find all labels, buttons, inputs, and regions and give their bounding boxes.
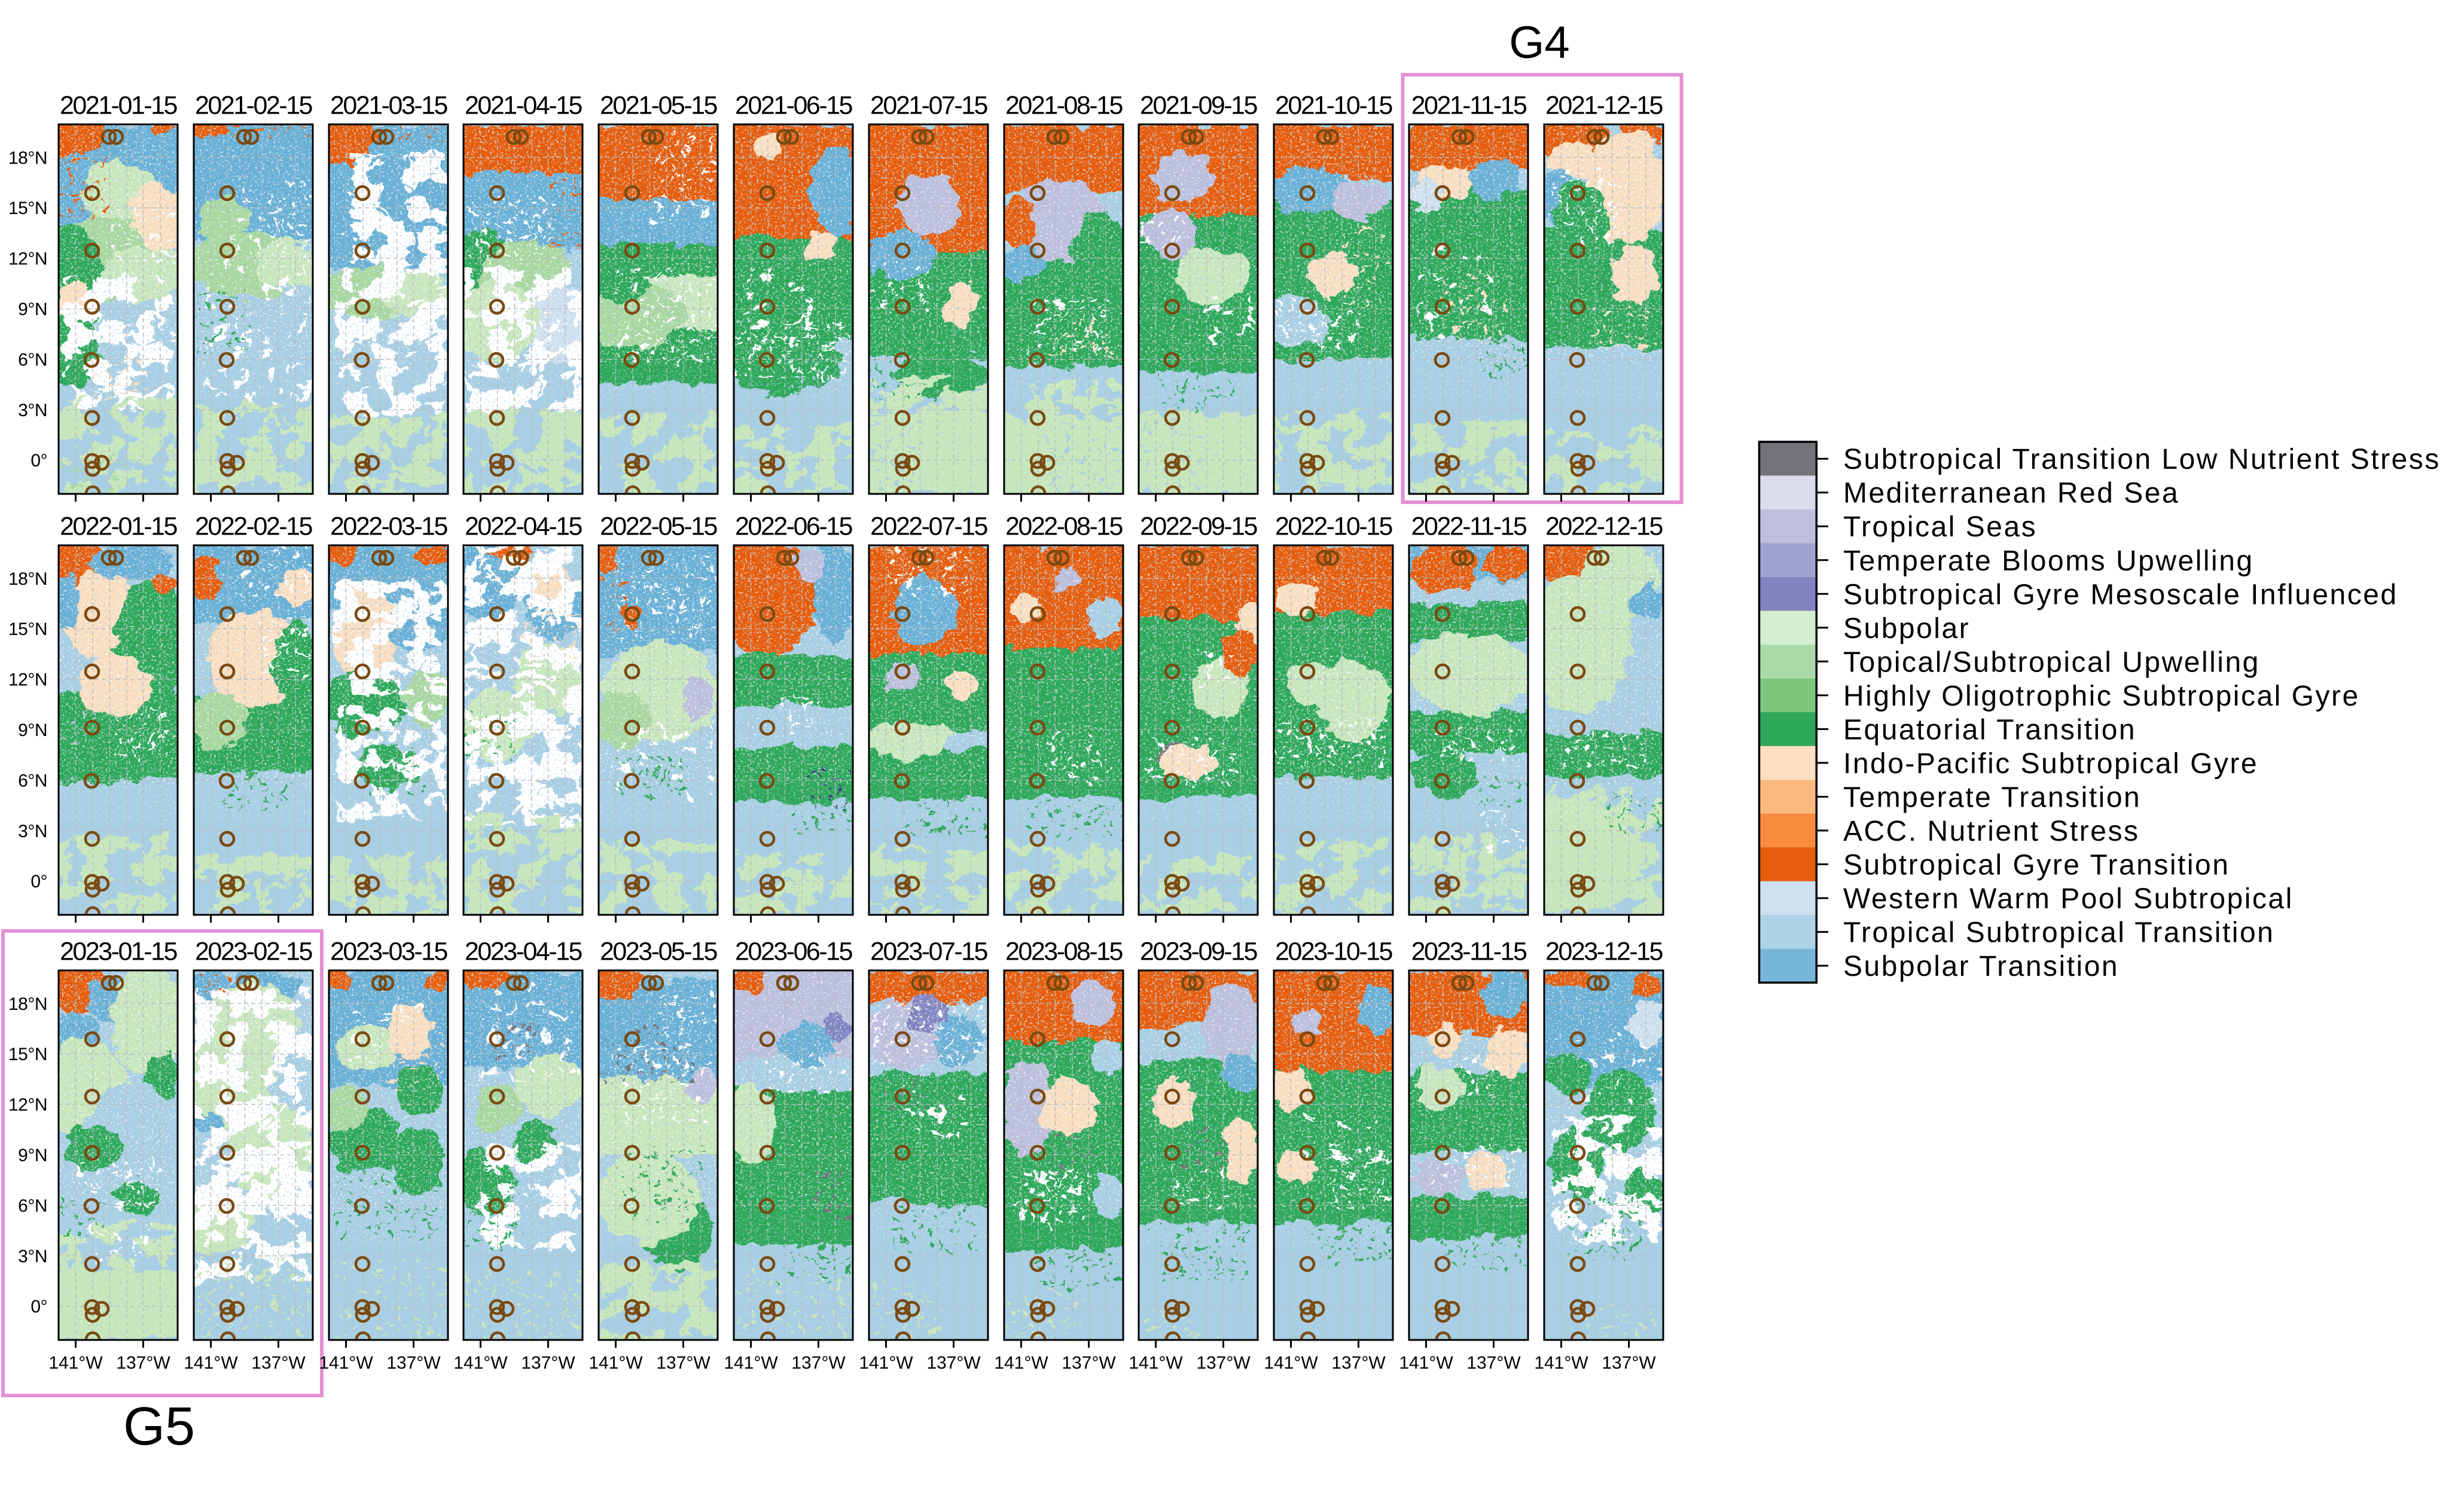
svg-text:137°W: 137°W — [386, 1353, 441, 1373]
svg-text:Temperate Transition: Temperate Transition — [1843, 782, 2141, 814]
svg-text:2021-01-15: 2021-01-15 — [60, 91, 178, 120]
svg-text:141°W: 141°W — [1264, 1353, 1318, 1373]
svg-text:2022-11-15: 2022-11-15 — [1411, 512, 1527, 541]
svg-text:141°W: 141°W — [724, 1353, 778, 1373]
svg-text:137°W: 137°W — [1062, 1353, 1116, 1373]
svg-text:2023-12-15: 2023-12-15 — [1545, 938, 1663, 966]
svg-text:6°N: 6°N — [18, 1196, 47, 1216]
svg-text:2023-11-15: 2023-11-15 — [1411, 938, 1527, 966]
svg-text:2022-02-15: 2022-02-15 — [195, 512, 313, 541]
svg-text:12°N: 12°N — [8, 249, 47, 269]
svg-text:2022-07-15: 2022-07-15 — [870, 512, 988, 541]
svg-text:2021-09-15: 2021-09-15 — [1140, 91, 1258, 120]
svg-text:141°W: 141°W — [588, 1353, 643, 1373]
svg-text:9°N: 9°N — [18, 1146, 47, 1165]
svg-text:2022-08-15: 2022-08-15 — [1005, 512, 1123, 541]
svg-text:Highly Oligotrophic Subtropica: Highly Oligotrophic Subtropical Gyre — [1843, 680, 2360, 712]
svg-text:137°W: 137°W — [521, 1353, 575, 1373]
svg-text:137°W: 137°W — [656, 1353, 710, 1373]
svg-text:15°N: 15°N — [8, 619, 47, 639]
svg-text:2021-02-15: 2021-02-15 — [195, 91, 313, 120]
svg-text:137°W: 137°W — [1602, 1353, 1656, 1373]
svg-text:141°W: 141°W — [1534, 1353, 1588, 1373]
svg-text:137°W: 137°W — [116, 1353, 170, 1373]
svg-text:0°: 0° — [31, 451, 47, 471]
svg-text:Tropical Subtropical Transitio: Tropical Subtropical Transition — [1843, 917, 2274, 949]
svg-text:141°W: 141°W — [319, 1353, 373, 1373]
svg-text:2022-03-15: 2022-03-15 — [330, 512, 448, 541]
svg-text:Subtropical Gyre Mesoscale Inf: Subtropical Gyre Mesoscale Influenced — [1843, 579, 2398, 610]
svg-text:3°N: 3°N — [18, 1247, 47, 1266]
svg-text:18°N: 18°N — [8, 994, 47, 1014]
svg-text:Mediterranean Red Sea: Mediterranean Red Sea — [1843, 478, 2179, 509]
svg-text:0°: 0° — [31, 1297, 47, 1317]
svg-text:2021-12-15: 2021-12-15 — [1545, 91, 1663, 120]
svg-text:2023-02-15: 2023-02-15 — [195, 938, 313, 966]
svg-text:6°N: 6°N — [18, 771, 47, 790]
svg-text:G4: G4 — [1509, 17, 1569, 68]
svg-text:2023-03-15: 2023-03-15 — [330, 938, 448, 966]
svg-text:6°N: 6°N — [18, 350, 47, 370]
svg-text:Subtropical Transition Low Nut: Subtropical Transition Low Nutrient Stre… — [1843, 444, 2441, 475]
svg-text:2021-10-15: 2021-10-15 — [1275, 91, 1393, 120]
svg-text:2022-06-15: 2022-06-15 — [735, 512, 853, 541]
svg-text:141°W: 141°W — [1129, 1353, 1183, 1373]
svg-text:141°W: 141°W — [859, 1353, 913, 1373]
svg-text:Equatorial Transition: Equatorial Transition — [1843, 714, 2136, 746]
svg-text:Subtropical Gyre Transition: Subtropical Gyre Transition — [1843, 850, 2230, 881]
svg-text:9°N: 9°N — [18, 300, 47, 319]
svg-text:137°W: 137°W — [926, 1353, 981, 1373]
svg-text:2021-07-15: 2021-07-15 — [870, 91, 988, 120]
svg-text:2023-10-15: 2023-10-15 — [1275, 938, 1393, 966]
svg-text:Temperate Blooms Upwelling: Temperate Blooms Upwelling — [1843, 545, 2254, 577]
svg-text:ACC. Nutrient Stress: ACC. Nutrient Stress — [1843, 816, 2139, 847]
svg-text:2022-09-15: 2022-09-15 — [1140, 512, 1258, 541]
svg-text:137°W: 137°W — [251, 1353, 306, 1373]
svg-text:2021-11-15: 2021-11-15 — [1411, 91, 1527, 120]
svg-text:2021-08-15: 2021-08-15 — [1005, 91, 1123, 120]
svg-text:Tropical Seas: Tropical Seas — [1843, 511, 2037, 543]
svg-text:141°W: 141°W — [1399, 1353, 1453, 1373]
svg-text:2023-05-15: 2023-05-15 — [600, 938, 718, 966]
svg-text:2022-01-15: 2022-01-15 — [60, 512, 178, 541]
svg-text:Subpolar Transition: Subpolar Transition — [1843, 951, 2119, 982]
svg-text:137°W: 137°W — [791, 1353, 846, 1373]
svg-text:2022-10-15: 2022-10-15 — [1275, 512, 1393, 541]
svg-text:141°W: 141°W — [48, 1353, 103, 1373]
svg-text:2023-08-15: 2023-08-15 — [1005, 938, 1123, 966]
svg-text:Western Warm Pool Subtropical: Western Warm Pool Subtropical — [1843, 883, 2294, 915]
svg-text:141°W: 141°W — [453, 1353, 508, 1373]
svg-text:9°N: 9°N — [18, 720, 47, 740]
svg-text:Subpolar: Subpolar — [1843, 613, 1970, 645]
svg-text:15°N: 15°N — [8, 1045, 47, 1064]
svg-text:141°W: 141°W — [994, 1353, 1048, 1373]
svg-text:2023-01-15: 2023-01-15 — [60, 938, 178, 966]
svg-text:18°N: 18°N — [8, 569, 47, 589]
svg-text:18°N: 18°N — [8, 148, 47, 168]
svg-text:2021-04-15: 2021-04-15 — [465, 91, 583, 120]
svg-text:2022-05-15: 2022-05-15 — [600, 512, 718, 541]
svg-text:2022-04-15: 2022-04-15 — [465, 512, 583, 541]
svg-text:2021-06-15: 2021-06-15 — [735, 91, 853, 120]
svg-text:137°W: 137°W — [1196, 1353, 1251, 1373]
svg-text:2023-09-15: 2023-09-15 — [1140, 938, 1258, 966]
svg-text:2023-04-15: 2023-04-15 — [465, 938, 583, 966]
svg-text:2022-12-15: 2022-12-15 — [1545, 512, 1663, 541]
svg-text:2023-06-15: 2023-06-15 — [735, 938, 853, 966]
svg-text:2023-07-15: 2023-07-15 — [870, 938, 988, 966]
svg-text:G5: G5 — [123, 1397, 195, 1457]
svg-text:12°N: 12°N — [8, 1095, 47, 1115]
svg-text:3°N: 3°N — [18, 401, 47, 420]
svg-text:141°W: 141°W — [184, 1353, 238, 1373]
svg-text:137°W: 137°W — [1466, 1353, 1521, 1373]
svg-text:2021-03-15: 2021-03-15 — [330, 91, 448, 120]
svg-text:137°W: 137°W — [1331, 1353, 1386, 1373]
svg-text:2021-05-15: 2021-05-15 — [600, 91, 718, 120]
svg-text:Indo-Pacific Subtropical Gyre: Indo-Pacific Subtropical Gyre — [1843, 748, 2258, 780]
svg-text:15°N: 15°N — [8, 199, 47, 218]
svg-text:3°N: 3°N — [18, 822, 47, 841]
svg-text:0°: 0° — [31, 872, 47, 892]
svg-text:12°N: 12°N — [8, 670, 47, 690]
svg-text:Topical/Subtropical Upwelling: Topical/Subtropical Upwelling — [1843, 646, 2260, 678]
